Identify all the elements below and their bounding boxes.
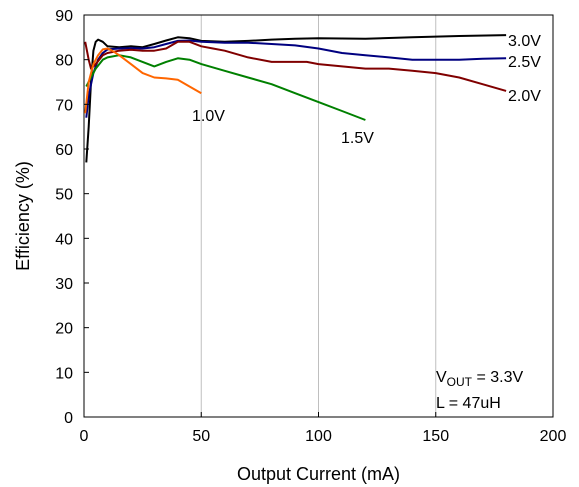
series-label-1-0v: 1.0V <box>192 108 225 125</box>
y-tick-label: 80 <box>55 53 73 70</box>
series-line-2-0v <box>84 40 507 92</box>
condition-annotation: VOUT = 3.3V L = 47uH <box>436 369 523 412</box>
x-tick-label: 150 <box>422 428 449 445</box>
vout-subscript: OUT <box>447 375 473 389</box>
x-axis-ticks: 0 50 100 150 200 <box>80 412 567 445</box>
series-line-1-0v <box>84 47 202 114</box>
y-tick-label: 0 <box>64 410 73 427</box>
series-label-1-5v: 1.5V <box>341 130 374 147</box>
x-tick-label: 200 <box>540 428 567 445</box>
vout-annotation: VOUT = 3.3V <box>436 369 523 389</box>
series-labels: 3.0V 2.5V 2.0V 1.5V 1.0V <box>192 33 541 147</box>
series-line-1-5v <box>85 54 366 121</box>
series-label-2-0v: 2.0V <box>508 88 541 105</box>
y-tick-label: 60 <box>55 142 73 159</box>
grid <box>200 15 437 417</box>
y-tick-label: 90 <box>55 8 73 25</box>
series-lines <box>84 34 507 163</box>
y-tick-label: 40 <box>55 231 73 248</box>
y-tick-label: 50 <box>55 187 73 204</box>
y-tick-label: 10 <box>55 365 73 382</box>
y-tick-label: 70 <box>55 97 73 114</box>
x-axis-label: Output Current (mA) <box>237 464 400 484</box>
vout-prefix: V <box>436 369 447 386</box>
x-tick-label: 0 <box>80 428 89 445</box>
series-label-2-5v: 2.5V <box>508 54 541 71</box>
series-line-2-5v <box>85 39 507 118</box>
y-axis-label: Efficiency (%) <box>13 161 33 271</box>
y-tick-label: 30 <box>55 276 73 293</box>
x-tick-label: 50 <box>192 428 210 445</box>
series-label-3-0v: 3.0V <box>508 33 541 50</box>
vout-value: = 3.3V <box>472 369 523 386</box>
x-tick-label: 100 <box>305 428 332 445</box>
y-axis-ticks: 0 10 20 30 40 50 60 70 80 90 <box>55 8 89 427</box>
inductor-annotation: L = 47uH <box>436 395 501 412</box>
y-tick-label: 20 <box>55 321 73 338</box>
series-line-3-0v <box>85 34 507 163</box>
